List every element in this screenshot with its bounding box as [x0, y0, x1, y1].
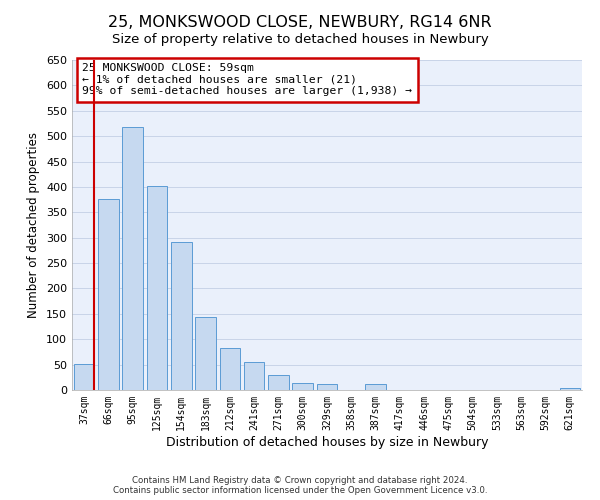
Y-axis label: Number of detached properties: Number of detached properties: [28, 132, 40, 318]
X-axis label: Distribution of detached houses by size in Newbury: Distribution of detached houses by size …: [166, 436, 488, 448]
Bar: [292, 384, 313, 390]
Text: 25 MONKSWOOD CLOSE: 59sqm
← 1% of detached houses are smaller (21)
99% of semi-d: 25 MONKSWOOD CLOSE: 59sqm ← 1% of detach…: [82, 64, 412, 96]
Bar: [122, 127, 143, 390]
Text: 25, MONKSWOOD CLOSE, NEWBURY, RG14 6NR: 25, MONKSWOOD CLOSE, NEWBURY, RG14 6NR: [108, 15, 492, 30]
Bar: [146, 186, 167, 390]
Bar: [98, 199, 119, 390]
Bar: [365, 384, 386, 390]
Bar: [268, 375, 289, 390]
Bar: [244, 362, 265, 390]
Bar: [195, 317, 216, 390]
Text: Contains HM Land Registry data © Crown copyright and database right 2024.
Contai: Contains HM Land Registry data © Crown c…: [113, 476, 487, 495]
Text: Size of property relative to detached houses in Newbury: Size of property relative to detached ho…: [112, 32, 488, 46]
Bar: [171, 242, 191, 390]
Bar: [74, 364, 94, 390]
Bar: [317, 384, 337, 390]
Bar: [220, 348, 240, 390]
Bar: [560, 388, 580, 390]
